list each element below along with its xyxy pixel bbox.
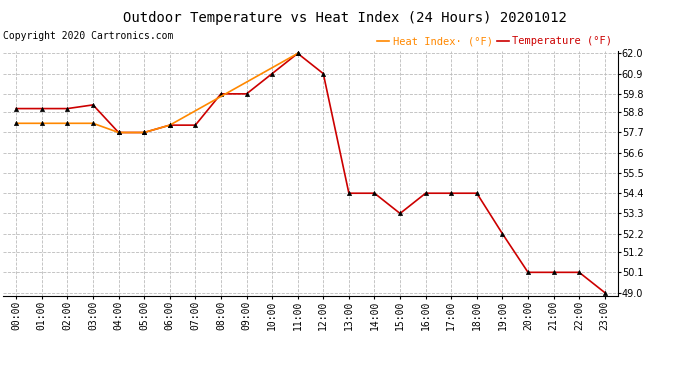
Legend: Heat Index· (°F), Temperature (°F): Heat Index· (°F), Temperature (°F) xyxy=(377,36,612,46)
Text: Outdoor Temperature vs Heat Index (24 Hours) 20201012: Outdoor Temperature vs Heat Index (24 Ho… xyxy=(123,11,567,25)
Text: Copyright 2020 Cartronics.com: Copyright 2020 Cartronics.com xyxy=(3,31,174,41)
